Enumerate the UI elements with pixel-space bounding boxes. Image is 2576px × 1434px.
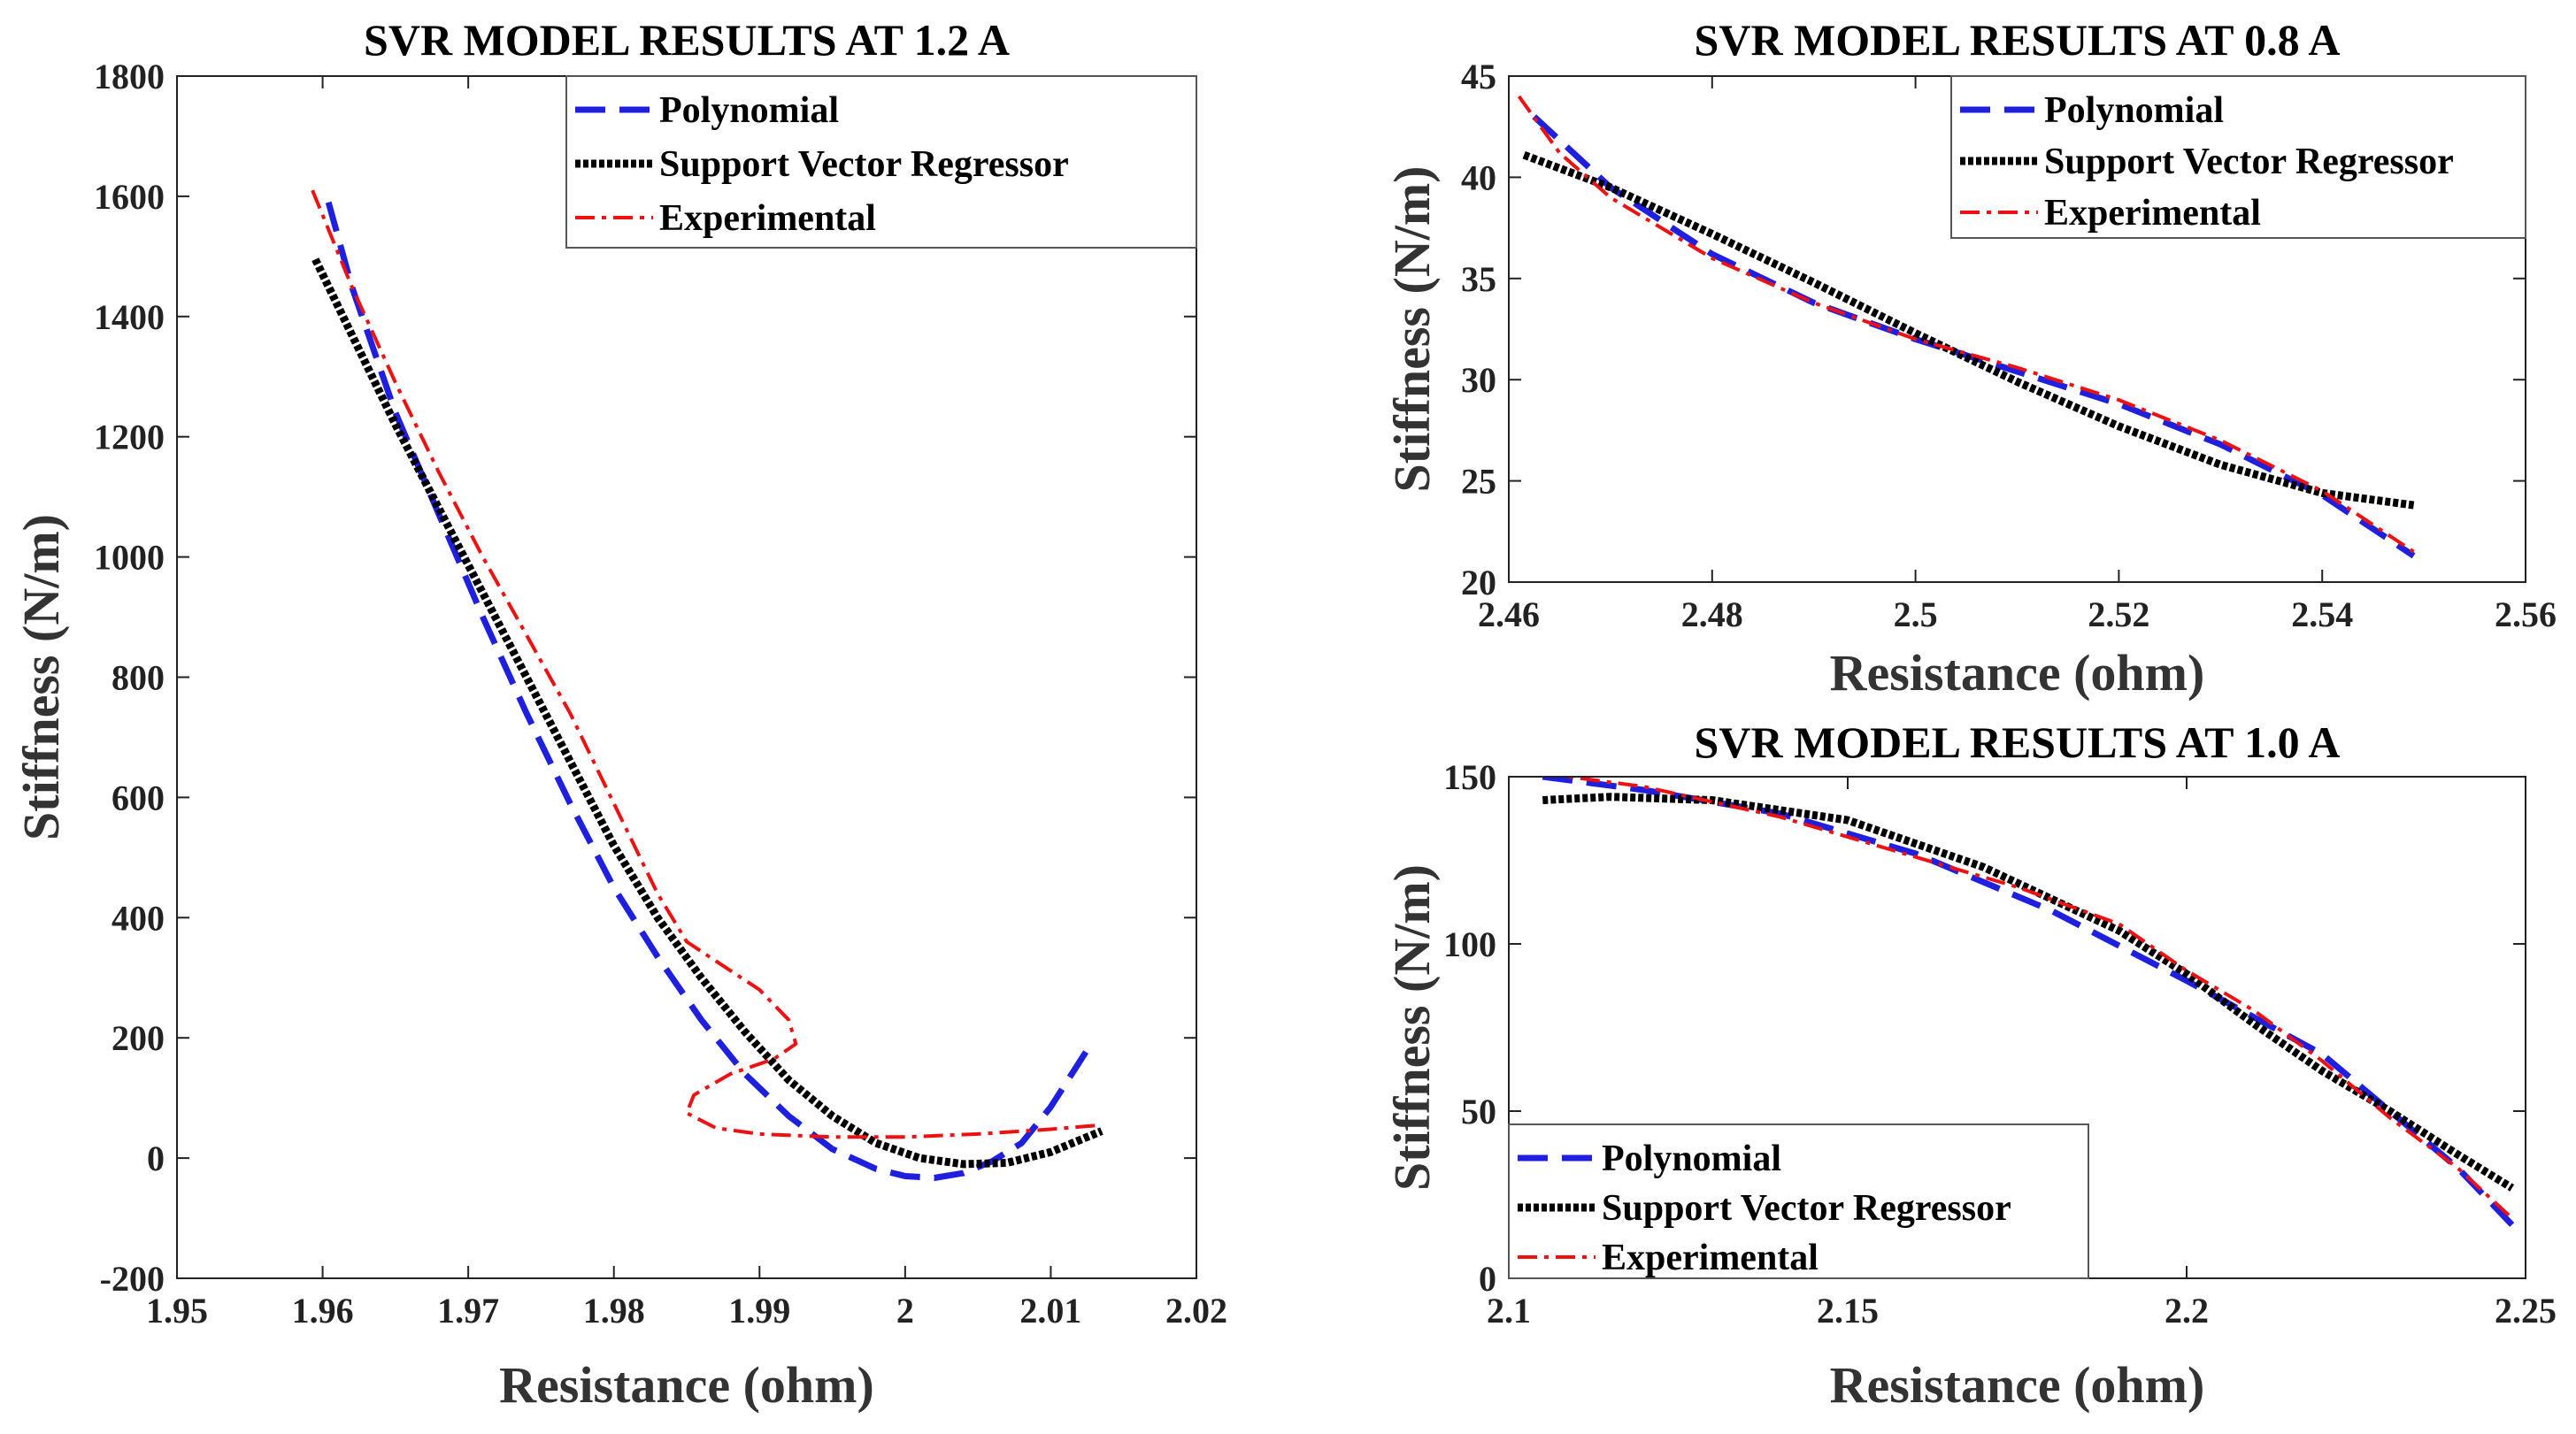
legend-entry: Experimental xyxy=(659,198,876,239)
y-tick-label: 150 xyxy=(1443,757,1496,797)
y-tick-label: 40 xyxy=(1461,157,1496,197)
y-tick-label: -200 xyxy=(100,1259,165,1299)
x-tick-label: 2.1 xyxy=(1487,1291,1531,1330)
x-tick-label: 2.56 xyxy=(2495,594,2557,634)
x-tick-label: 1.95 xyxy=(146,1291,208,1330)
series-line-support-vector-regressor xyxy=(311,257,1103,1169)
x-tick-label: 2.15 xyxy=(1817,1291,1879,1330)
x-axis-label: Resistance (ohm) xyxy=(1830,644,2205,702)
y-tick-label: 20 xyxy=(1461,563,1496,602)
series-line-support-vector-regressor xyxy=(1522,150,2415,510)
y-axis-label: Stiffness (N/m) xyxy=(12,514,70,840)
x-axis-label: Resistance (ohm) xyxy=(499,1356,874,1414)
y-tick-label: 45 xyxy=(1461,57,1496,96)
y-tick-label: 100 xyxy=(1443,924,1496,964)
y-tick-label: 50 xyxy=(1461,1092,1496,1131)
y-tick-label: 30 xyxy=(1461,360,1496,400)
y-tick-label: 200 xyxy=(111,1018,165,1058)
legend: Polynomial Support Vector Regressor Experi… xyxy=(565,75,1197,249)
y-tick-label: 400 xyxy=(111,898,165,938)
y-tick-label: 1800 xyxy=(94,57,165,96)
plot-area xyxy=(177,76,1196,1278)
legend-entry: Polynomial xyxy=(2044,90,2224,131)
y-tick-label: 1000 xyxy=(94,538,165,578)
legend-entry: Experimental xyxy=(2044,193,2261,234)
chart-panel-0-8A: 2.46 2.48 2.5 2.52 2.54 2.56 20 25 30 35 40 45 Polyn… xyxy=(1383,15,2557,702)
series-group xyxy=(1517,95,2416,559)
legend-box xyxy=(1508,1123,2089,1279)
x-tick-label: 1.98 xyxy=(583,1291,645,1330)
legend-entry: Support Vector Regressor xyxy=(2044,142,2454,182)
y-tick-label: 800 xyxy=(111,658,165,698)
x-tick-label: 1.99 xyxy=(728,1291,790,1330)
legend-box xyxy=(1950,75,2526,239)
y-tick-label: 25 xyxy=(1461,462,1496,502)
x-tick-label: 2 xyxy=(896,1291,914,1330)
legend-entry: Polynomial xyxy=(659,90,839,131)
x-tick-label: 2.52 xyxy=(2088,594,2149,634)
chart-panel-1-0A: 2.1 2.15 2.2 2.25 0 50 100 150 Polynomial Support… xyxy=(1383,717,2557,1414)
y-tick-label: 600 xyxy=(111,778,165,817)
chart-title: SVR MODEL RESULTS AT 1.2 A xyxy=(364,15,1010,65)
x-axis-label: Resistance (ohm) xyxy=(1830,1356,2205,1414)
series-line-experimental xyxy=(311,189,1103,1139)
x-tick-label: 2.48 xyxy=(1681,594,1743,634)
legend-entry: Support Vector Regressor xyxy=(659,144,1069,185)
series-line-polynomial xyxy=(325,201,1090,1181)
x-tick-label: 2.01 xyxy=(1019,1291,1081,1330)
legend: Polynomial Support Vector Regressor Experi… xyxy=(1950,75,2526,239)
x-tick-label: 1.96 xyxy=(292,1291,354,1330)
y-tick-label: 0 xyxy=(147,1139,165,1178)
legend-entry: Experimental xyxy=(1602,1238,1819,1278)
legend-entry: Polynomial xyxy=(1602,1139,1781,1179)
x-tick-label: 2.5 xyxy=(1894,594,1938,634)
series-line-experimental xyxy=(1554,777,2514,1220)
x-tick-label: 1.97 xyxy=(437,1291,499,1330)
x-tick-label: 2.46 xyxy=(1478,594,1540,634)
series-line-experimental xyxy=(1517,95,2415,554)
y-tick-label: 0 xyxy=(1479,1259,1496,1299)
y-tick-label: 1600 xyxy=(94,177,165,217)
y-tick-label: 1200 xyxy=(94,418,165,457)
chart-title: SVR MODEL RESULTS AT 0.8 A xyxy=(1695,15,2341,65)
chart-title: SVR MODEL RESULTS AT 1.0 A xyxy=(1695,717,2341,767)
y-axis-label: Stiffness (N/m) xyxy=(1383,864,1441,1191)
y-tick-label: 1400 xyxy=(94,297,165,337)
series-group xyxy=(311,189,1103,1181)
y-tick-label: 35 xyxy=(1461,259,1496,299)
legend-box xyxy=(565,75,1197,249)
y-axis-label: Stiffness (N/m) xyxy=(1383,166,1441,493)
x-tick-label: 2.25 xyxy=(2495,1291,2557,1330)
x-tick-label: 2.2 xyxy=(2165,1291,2209,1330)
series-group xyxy=(1542,777,2515,1227)
x-tick-label: 2.02 xyxy=(1165,1291,1227,1330)
chart-panel-1-2A: 1.95 1.96 1.97 1.98 1.99 2 2.01 2.02 -200 0 200 400… xyxy=(12,15,1227,1414)
legend-entry: Support Vector Regressor xyxy=(1602,1188,2011,1229)
legend: Polynomial Support Vector Regressor Experi… xyxy=(1508,1123,2089,1279)
x-tick-label: 2.54 xyxy=(2291,594,2353,634)
